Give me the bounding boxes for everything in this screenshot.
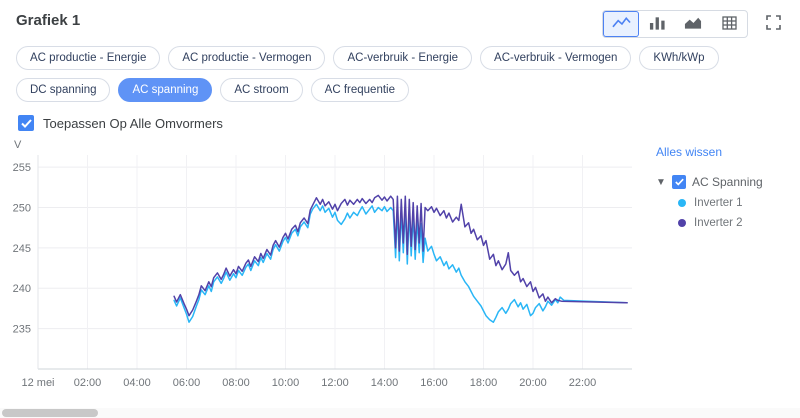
svg-text:250: 250 xyxy=(13,203,31,215)
series-color-dot xyxy=(678,199,686,207)
header: Grafiek 1 xyxy=(0,0,800,42)
series-color-dot xyxy=(678,219,686,227)
svg-text:V: V xyxy=(14,139,22,151)
svg-text:06:00: 06:00 xyxy=(173,377,201,389)
svg-text:240: 240 xyxy=(13,283,31,295)
legend-group-checkbox[interactable] xyxy=(672,175,686,189)
legend-item-inverter-1[interactable]: Inverter 1 xyxy=(678,197,796,209)
chevron-down-icon[interactable]: ▼ xyxy=(656,176,666,188)
chip-list: AC productie - Energie AC productie - Ver… xyxy=(0,42,780,102)
chart-type-group xyxy=(602,10,748,38)
chip-ac-spanning[interactable]: AC spanning xyxy=(118,78,213,102)
chip-ac-frequentie[interactable]: AC frequentie xyxy=(310,78,409,102)
bar-chart-icon xyxy=(649,16,666,33)
chart-svg[interactable]: 235 240 245 250 255 12 mei 02:00 04:00 06:00 08:0… xyxy=(8,137,648,405)
fullscreen-icon xyxy=(765,15,781,33)
svg-text:20:00: 20:00 xyxy=(519,377,547,389)
table-icon xyxy=(721,15,737,33)
apply-all-row: Toepassen Op Alle Omvormers xyxy=(0,102,800,133)
svg-text:255: 255 xyxy=(13,162,31,174)
legend-item-label: Inverter 1 xyxy=(694,197,743,209)
fullscreen-button[interactable] xyxy=(760,11,786,37)
svg-text:14:00: 14:00 xyxy=(371,377,399,389)
svg-text:18:00: 18:00 xyxy=(470,377,498,389)
chip-dc-spanning[interactable]: DC spanning xyxy=(16,78,111,102)
apply-all-label: Toepassen Op Alle Omvormers xyxy=(43,115,223,131)
chart-container: 235 240 245 250 255 12 mei 02:00 04:00 06:00 08:0… xyxy=(8,137,648,410)
page-title: Grafiek 1 xyxy=(16,12,81,29)
legend-panel: Alles wissen ▼ AC Spanning Inverter 1 Inv… xyxy=(648,137,796,410)
svg-text:04:00: 04:00 xyxy=(123,377,151,389)
chip-ac-verbruik-vermogen[interactable]: AC-verbruik - Vermogen xyxy=(480,46,632,70)
svg-text:12:00: 12:00 xyxy=(321,377,349,389)
legend-group-label: AC Spanning xyxy=(692,175,763,189)
chip-ac-productie-vermogen[interactable]: AC productie - Vermogen xyxy=(168,46,326,70)
chart-type-toolbar xyxy=(602,10,786,38)
chip-ac-productie-energie[interactable]: AC productie - Energie xyxy=(16,46,161,70)
svg-text:02:00: 02:00 xyxy=(74,377,102,389)
svg-text:245: 245 xyxy=(13,243,31,255)
line-chart-icon xyxy=(611,16,631,33)
svg-text:08:00: 08:00 xyxy=(222,377,250,389)
svg-text:235: 235 xyxy=(13,324,31,336)
bar-chart-button[interactable] xyxy=(639,11,675,37)
area-chart-button[interactable] xyxy=(675,11,711,37)
svg-text:12 mei: 12 mei xyxy=(21,377,54,389)
apply-all-checkbox[interactable] xyxy=(18,115,34,131)
svg-text:22:00: 22:00 xyxy=(569,377,597,389)
line-chart-button[interactable] xyxy=(603,11,639,37)
clear-all-link[interactable]: Alles wissen xyxy=(656,145,723,159)
svg-text:10:00: 10:00 xyxy=(272,377,300,389)
legend-item-inverter-2[interactable]: Inverter 2 xyxy=(678,217,796,229)
chip-ac-verbruik-energie[interactable]: AC-verbruik - Energie xyxy=(333,46,473,70)
legend-group-row: ▼ AC Spanning xyxy=(656,175,796,189)
chart-area: 235 240 245 250 255 12 mei 02:00 04:00 06:00 08:0… xyxy=(0,133,800,410)
legend-item-label: Inverter 2 xyxy=(694,217,743,229)
legend-items: Inverter 1 Inverter 2 xyxy=(678,197,796,229)
horizontal-scrollbar-thumb[interactable] xyxy=(2,409,98,417)
horizontal-scrollbar[interactable] xyxy=(0,408,800,418)
area-chart-icon xyxy=(684,16,702,33)
chip-kwh-kwp[interactable]: KWh/kWp xyxy=(639,46,719,70)
chip-ac-stroom[interactable]: AC stroom xyxy=(220,78,303,102)
table-button[interactable] xyxy=(711,11,747,37)
svg-text:16:00: 16:00 xyxy=(420,377,448,389)
